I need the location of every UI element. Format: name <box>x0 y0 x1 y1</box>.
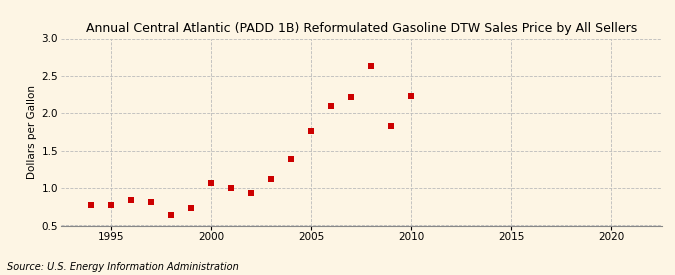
Point <box>165 213 176 217</box>
Text: Source: U.S. Energy Information Administration: Source: U.S. Energy Information Administ… <box>7 262 238 272</box>
Point <box>406 94 416 98</box>
Title: Annual Central Atlantic (PADD 1B) Reformulated Gasoline DTW Sales Price by All S: Annual Central Atlantic (PADD 1B) Reform… <box>86 21 637 35</box>
Point <box>225 186 236 190</box>
Point <box>366 64 377 68</box>
Point <box>265 177 276 181</box>
Point <box>246 191 256 196</box>
Point <box>186 205 196 210</box>
Point <box>205 181 216 185</box>
Point <box>306 128 317 133</box>
Point <box>105 203 116 208</box>
Point <box>286 157 296 161</box>
Point <box>145 199 156 204</box>
Point <box>85 202 96 207</box>
Point <box>325 104 336 108</box>
Point <box>346 95 356 99</box>
Point <box>126 198 136 202</box>
Point <box>385 124 396 128</box>
Y-axis label: Dollars per Gallon: Dollars per Gallon <box>27 85 37 179</box>
